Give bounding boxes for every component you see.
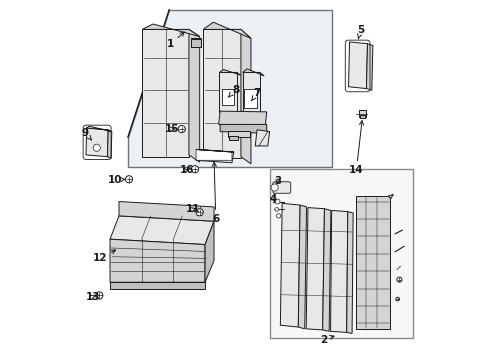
- Circle shape: [270, 184, 278, 191]
- Circle shape: [93, 144, 100, 151]
- Polygon shape: [196, 149, 231, 160]
- Text: 6: 6: [212, 162, 219, 224]
- Circle shape: [196, 209, 203, 216]
- Text: 5: 5: [356, 25, 364, 39]
- Polygon shape: [255, 130, 269, 146]
- Polygon shape: [203, 22, 250, 39]
- Text: 2: 2: [319, 334, 333, 345]
- Bar: [228, 131, 249, 137]
- Text: 10: 10: [108, 175, 125, 185]
- Polygon shape: [219, 69, 241, 75]
- Text: 13: 13: [86, 292, 100, 302]
- Bar: [355, 196, 389, 329]
- Circle shape: [395, 297, 399, 301]
- Polygon shape: [269, 169, 412, 338]
- Circle shape: [276, 214, 280, 218]
- Polygon shape: [86, 126, 111, 132]
- Polygon shape: [142, 24, 199, 37]
- Circle shape: [96, 292, 102, 299]
- Circle shape: [125, 176, 132, 183]
- Polygon shape: [107, 130, 112, 158]
- Bar: [190, 39, 201, 47]
- Bar: [244, 89, 257, 108]
- Polygon shape: [218, 111, 266, 126]
- Polygon shape: [204, 221, 214, 282]
- Polygon shape: [110, 282, 204, 289]
- Polygon shape: [242, 69, 264, 76]
- Bar: [221, 89, 233, 105]
- Text: 16: 16: [180, 165, 194, 175]
- Text: 8: 8: [228, 85, 239, 97]
- Bar: [244, 89, 257, 108]
- Polygon shape: [196, 149, 233, 163]
- Polygon shape: [188, 30, 199, 162]
- Polygon shape: [330, 211, 347, 332]
- Text: 11: 11: [185, 204, 200, 215]
- Polygon shape: [346, 212, 352, 333]
- Polygon shape: [219, 72, 236, 112]
- Polygon shape: [128, 10, 332, 167]
- Polygon shape: [110, 216, 214, 244]
- Polygon shape: [119, 202, 214, 221]
- Polygon shape: [196, 149, 233, 152]
- Polygon shape: [220, 125, 266, 134]
- Text: 15: 15: [164, 124, 179, 134]
- Text: 14: 14: [348, 121, 363, 175]
- Text: 7: 7: [251, 88, 260, 101]
- Text: 3: 3: [274, 176, 281, 186]
- Polygon shape: [348, 42, 367, 89]
- Polygon shape: [298, 205, 306, 329]
- Bar: [229, 135, 238, 140]
- Polygon shape: [366, 44, 372, 90]
- Circle shape: [178, 126, 185, 133]
- Circle shape: [396, 277, 401, 282]
- Bar: [358, 111, 366, 117]
- Bar: [359, 116, 365, 118]
- Circle shape: [191, 166, 198, 173]
- Circle shape: [274, 208, 278, 211]
- Circle shape: [274, 199, 280, 204]
- Text: 9: 9: [81, 128, 91, 140]
- Polygon shape: [110, 239, 204, 282]
- Bar: [221, 89, 233, 105]
- Bar: [191, 40, 201, 46]
- Text: 12: 12: [93, 250, 115, 263]
- Polygon shape: [142, 30, 188, 157]
- Text: 4: 4: [269, 194, 276, 204]
- Polygon shape: [305, 208, 324, 330]
- Polygon shape: [322, 209, 330, 331]
- Polygon shape: [203, 30, 241, 158]
- Polygon shape: [241, 30, 250, 164]
- Text: 1: 1: [167, 32, 184, 49]
- FancyBboxPatch shape: [272, 182, 290, 193]
- Polygon shape: [86, 128, 108, 157]
- Polygon shape: [242, 72, 260, 114]
- Polygon shape: [280, 203, 300, 327]
- Polygon shape: [387, 194, 392, 199]
